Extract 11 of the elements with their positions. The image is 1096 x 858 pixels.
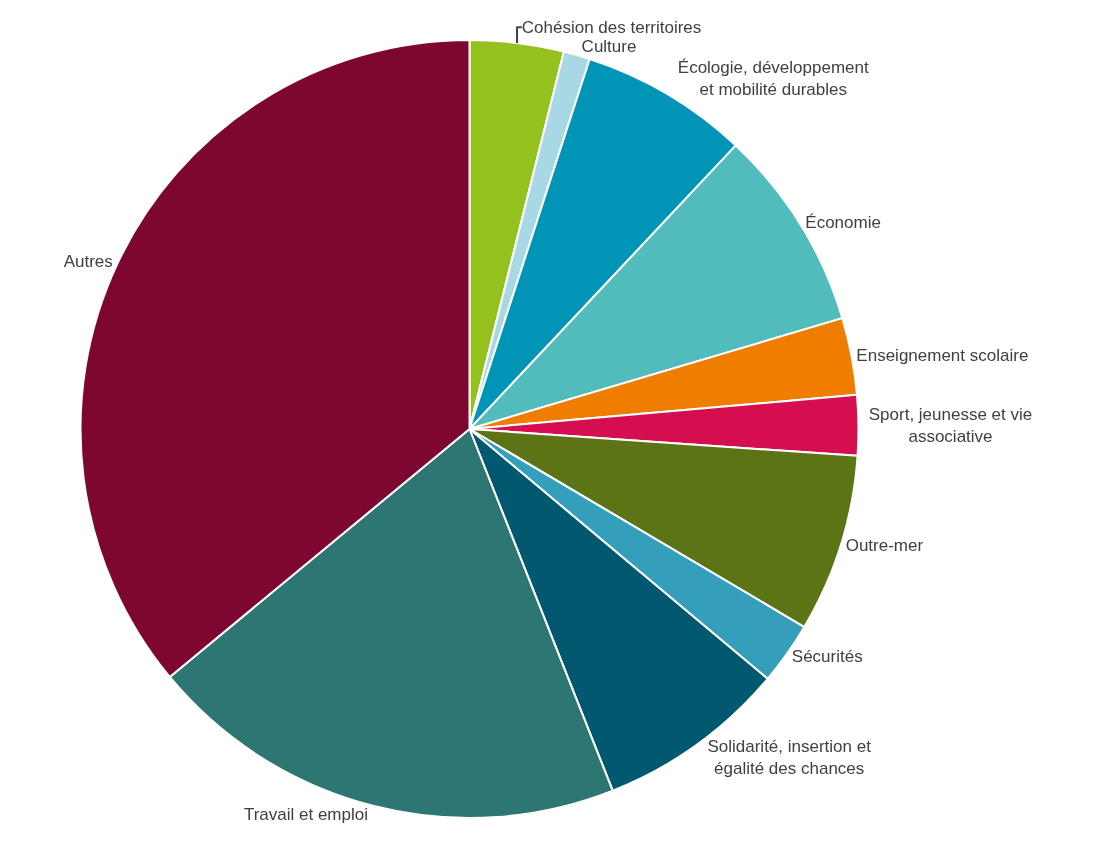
slice-label: Travail et emploi bbox=[243, 805, 369, 825]
slice-label: Outre-mer bbox=[845, 535, 924, 555]
slice-label: Écologie, développement et mobilité durables bbox=[677, 58, 869, 100]
slice-label: Sport, jeunesse et vie associative bbox=[868, 404, 1033, 446]
slice-label: Économie bbox=[805, 212, 881, 232]
slice-label: Enseignement scolaire bbox=[856, 346, 1029, 366]
slice-label: Culture bbox=[581, 36, 637, 56]
slice-label: Sécurités bbox=[791, 647, 863, 667]
slice-label: Solidarité, insertion et égalité des chances bbox=[707, 737, 872, 779]
slice-label: Autres bbox=[63, 252, 113, 272]
slice-label: Cohésion des territoires bbox=[521, 17, 702, 37]
